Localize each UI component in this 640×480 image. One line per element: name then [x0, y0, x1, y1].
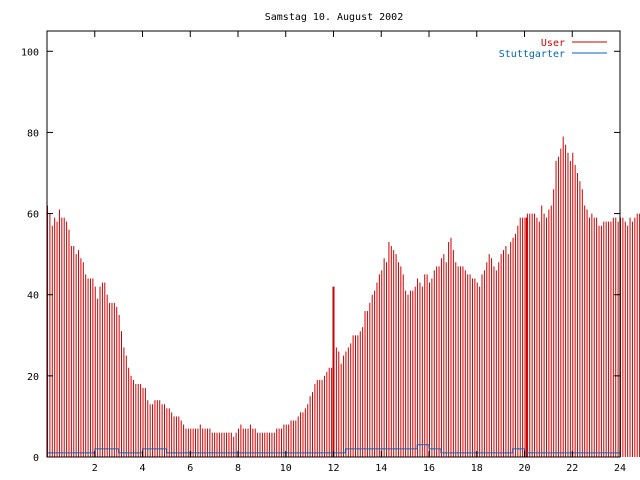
x-tick-label: 24 [614, 463, 626, 474]
legend-label-stuttgarter: Stuttgarter [499, 49, 565, 60]
x-tick-label: 8 [235, 463, 241, 474]
x-tick-label: 12 [327, 463, 339, 474]
y-tick-label: 0 [33, 453, 39, 464]
x-axis-ticks: 2 4 6 8 10 12 14 16 18 20 22 24 [92, 31, 626, 474]
stuttgarter-line [47, 444, 620, 454]
x-tick-label: 22 [566, 463, 578, 474]
y-tick-label: 20 [27, 372, 39, 383]
y-axis-ticks: 0 20 40 60 80 100 [21, 47, 620, 464]
x-tick-label: 18 [471, 463, 483, 474]
x-tick-label: 10 [280, 463, 292, 474]
legend-label-user: User [541, 38, 565, 49]
y-tick-label: 80 [27, 128, 39, 139]
chart-title: Samstag 10. August 2002 [265, 12, 403, 23]
x-tick-label: 16 [423, 463, 435, 474]
y-tick-label: 60 [27, 210, 39, 221]
x-tick-label: 6 [187, 463, 193, 474]
y-tick-label: 100 [21, 47, 39, 58]
legend: User Stuttgarter [499, 38, 607, 60]
x-tick-label: 14 [375, 463, 387, 474]
x-tick-label: 4 [139, 463, 145, 474]
y-tick-label: 40 [27, 291, 39, 302]
user-bars [47, 136, 640, 457]
x-tick-label: 2 [92, 463, 98, 474]
user-spikes [332, 217, 528, 457]
x-tick-label: 20 [518, 463, 530, 474]
